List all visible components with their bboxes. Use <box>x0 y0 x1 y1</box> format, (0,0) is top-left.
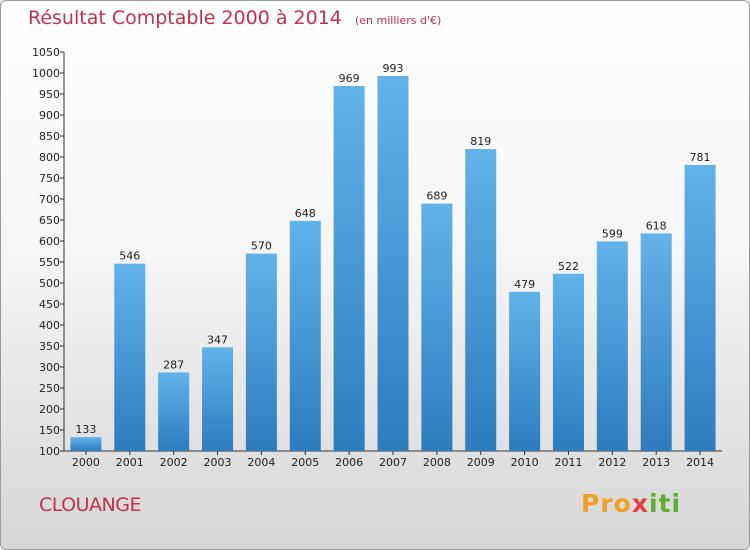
value-label-2001: 546 <box>119 250 140 263</box>
x-tick-label-2009: 2009 <box>467 456 495 469</box>
y-tick-label: 450 <box>39 298 60 311</box>
x-tick-label-2004: 2004 <box>247 456 275 469</box>
bar-2008 <box>421 203 453 451</box>
y-tick-label: 200 <box>39 403 60 416</box>
value-label-2011: 522 <box>558 260 579 273</box>
chart-value-labels: 133 546 287 347 570 648 969 993 689 819 479 522 599 6… <box>75 62 710 436</box>
value-label-2000: 133 <box>75 423 96 436</box>
bar-2001 <box>114 263 146 451</box>
y-tick-label: 750 <box>39 172 60 185</box>
x-tick-label-2000: 2000 <box>72 456 100 469</box>
proxiti-logo: Proxiti <box>581 489 681 518</box>
bar-2005 <box>289 220 321 451</box>
bar-2013 <box>640 233 672 451</box>
value-label-2008: 689 <box>426 190 447 203</box>
y-tick-label: 350 <box>39 340 60 353</box>
y-tick-label: 550 <box>39 256 60 269</box>
y-tick-label: 300 <box>39 361 60 374</box>
city-name: CLOUANGE <box>39 494 141 516</box>
bar-2004 <box>245 253 277 451</box>
x-tick-label-2011: 2011 <box>554 456 582 469</box>
y-tick-label: 500 <box>39 277 60 290</box>
x-tick-label-2012: 2012 <box>598 456 626 469</box>
bar-2012 <box>596 241 628 451</box>
logo-part-3: iti <box>648 489 682 518</box>
value-label-2002: 287 <box>163 358 184 371</box>
value-label-2006: 969 <box>339 72 360 85</box>
x-tick-label-2013: 2013 <box>642 456 670 469</box>
y-tick-label: 1000 <box>32 67 60 80</box>
y-tick-label: 1050 <box>32 46 60 59</box>
value-label-2003: 347 <box>207 333 228 346</box>
y-tick-label: 950 <box>39 88 60 101</box>
value-label-2007: 993 <box>383 62 404 75</box>
chart-title-main: Résultat Comptable 2000 à 2014 <box>28 7 342 29</box>
bar-2000 <box>70 437 102 451</box>
bar-2009 <box>465 149 497 451</box>
y-tick-label: 900 <box>39 109 60 122</box>
value-label-2009: 819 <box>470 135 491 148</box>
x-tick-label-2007: 2007 <box>379 456 407 469</box>
x-tick-label-2001: 2001 <box>116 456 144 469</box>
bar-2007 <box>377 75 409 451</box>
bar-2010 <box>509 291 541 451</box>
chart-title-unit: (en milliers d'€) <box>354 14 442 27</box>
y-tick-label: 400 <box>39 319 60 332</box>
y-tick-label: 250 <box>39 382 60 395</box>
y-tick-label: 150 <box>39 424 60 437</box>
value-label-2010: 479 <box>514 278 535 291</box>
x-tick-label-2014: 2014 <box>686 456 714 469</box>
x-tick-label-2005: 2005 <box>291 456 319 469</box>
x-tick-label-2010: 2010 <box>511 456 539 469</box>
x-tick-label-2002: 2002 <box>160 456 188 469</box>
value-label-2004: 570 <box>251 240 272 253</box>
x-tick-label-2006: 2006 <box>335 456 363 469</box>
bar-2003 <box>202 347 234 451</box>
bar-2006 <box>333 86 365 452</box>
bar-2011 <box>552 273 584 451</box>
x-tick-label-2003: 2003 <box>204 456 232 469</box>
chart-bars <box>70 75 716 452</box>
y-tick-label: 100 <box>39 445 60 458</box>
value-label-2014: 781 <box>690 151 711 164</box>
bar-2002 <box>158 372 190 451</box>
chart-title: Résultat Comptable 2000 à 2014 (en milli… <box>28 7 441 29</box>
y-tick-label: 700 <box>39 193 60 206</box>
y-tick-label: 800 <box>39 151 60 164</box>
value-label-2005: 648 <box>295 207 316 220</box>
y-tick-label: 850 <box>39 130 60 143</box>
logo-part-2: x <box>631 489 649 518</box>
y-tick-label: 600 <box>39 235 60 248</box>
value-label-2012: 599 <box>602 227 623 240</box>
logo-part-1: Pro <box>581 489 632 518</box>
x-tick-label-2008: 2008 <box>423 456 451 469</box>
value-label-2013: 618 <box>646 219 667 232</box>
y-tick-label: 650 <box>39 214 60 227</box>
bar-2014 <box>684 164 716 452</box>
